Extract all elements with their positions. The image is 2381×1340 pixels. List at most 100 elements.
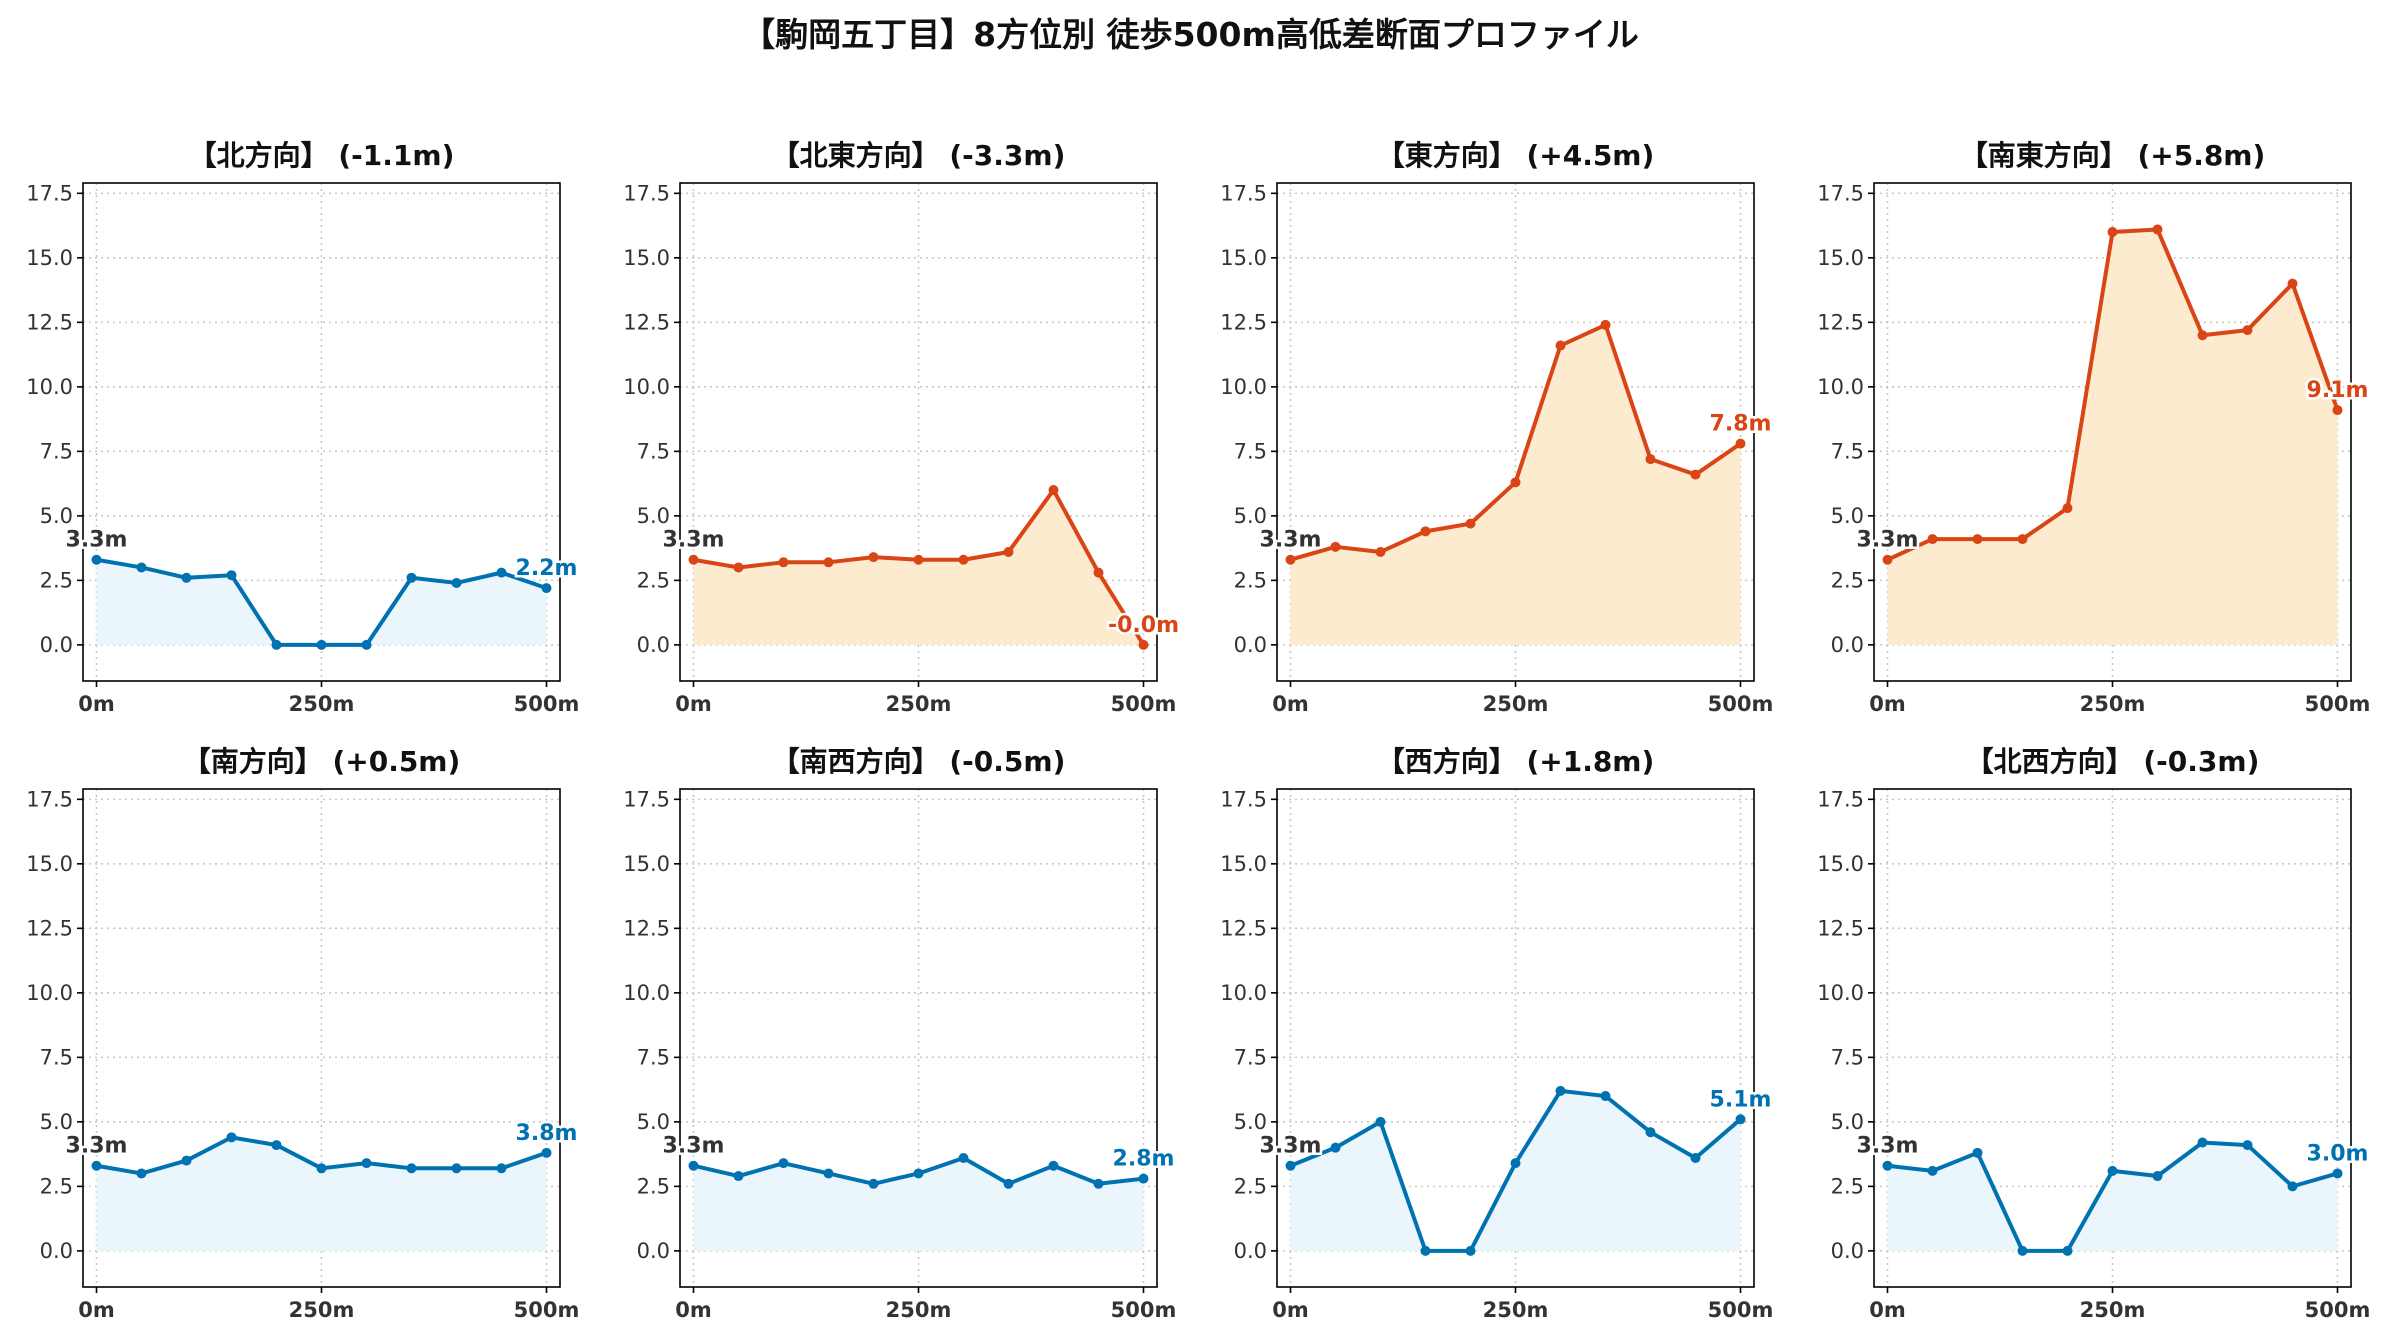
end-value-label: 3.0m [2307,1141,2369,1166]
data-point [1645,1127,1656,1138]
data-point [316,1163,327,1174]
y-tick-label: 15.0 [26,852,73,876]
data-point [1138,1173,1149,1184]
data-point [496,1163,507,1174]
data-point [316,639,327,650]
y-tick-label: 10.0 [623,981,670,1005]
x-tick-label: 250m [2080,1298,2146,1322]
x-tick-label: 0m [675,1298,712,1322]
data-point [2062,503,2073,514]
data-point [271,1140,282,1151]
panel-title: 【南方向】 (+0.5m) [183,745,461,778]
data-point [1465,518,1476,529]
data-point [1972,534,1983,545]
data-point [271,639,282,650]
elevation-area [1290,1090,1741,1251]
data-point [91,1160,102,1171]
data-point [1093,1178,1104,1189]
y-tick-label: 12.5 [1220,916,1267,940]
end-value-label: 5.1m [1710,1087,1772,1112]
data-point [1330,541,1341,552]
end-value-label: -0.0m [1108,613,1179,638]
y-tick-label: 17.5 [1817,787,1864,811]
x-tick-label: 250m [2080,692,2146,716]
y-tick-label: 17.5 [623,787,670,811]
y-tick-label: 7.5 [1234,439,1267,463]
x-tick-label: 250m [289,692,355,716]
data-point [361,639,372,650]
y-tick-label: 5.0 [40,1110,73,1134]
data-point [1375,1116,1386,1127]
data-point [868,552,879,563]
y-tick-label: 0.0 [1831,633,1864,657]
y-tick-label: 7.5 [637,439,670,463]
data-point [1927,534,1938,545]
y-tick-label: 15.0 [623,852,670,876]
data-point [1600,1091,1611,1102]
data-point [2107,227,2118,238]
data-point [1972,1147,1983,1158]
data-point [688,1160,699,1171]
panel-2: 0.0 2.5 5.0 7.5 10.0 12.5 15.0 17.5 0m 250m 500m 【東… [1220,139,1774,716]
data-point [1003,546,1014,557]
data-point [1003,1178,1014,1189]
y-tick-label: 5.0 [1234,1110,1267,1134]
x-tick-label: 250m [1483,1298,1549,1322]
y-tick-label: 2.5 [1831,568,1864,592]
data-point [1285,554,1296,565]
x-tick-label: 500m [2305,1298,2371,1322]
x-tick-label: 500m [1708,1298,1774,1322]
y-tick-label: 10.0 [1817,375,1864,399]
y-tick-label: 5.0 [40,504,73,528]
start-value-label: 3.3m [1260,528,1322,553]
data-point [1735,1114,1746,1125]
panel-title: 【西方向】 (+1.8m) [1377,745,1655,778]
data-point [778,557,789,568]
y-tick-label: 15.0 [26,246,73,270]
y-tick-label: 5.0 [1234,504,1267,528]
y-tick-label: 2.5 [1234,568,1267,592]
y-tick-label: 0.0 [1234,633,1267,657]
y-tick-label: 0.0 [637,1239,670,1263]
x-tick-label: 0m [1272,1298,1309,1322]
y-tick-label: 10.0 [26,375,73,399]
data-point [2332,405,2343,416]
data-point [2242,325,2253,336]
y-tick-label: 12.5 [26,916,73,940]
panel-title: 【北方向】 (-1.1m) [189,139,455,172]
data-point [778,1158,789,1169]
data-point [1600,319,1611,330]
start-value-label: 3.3m [66,1134,128,1159]
y-tick-label: 7.5 [40,1045,73,1069]
figure-title: 【駒岡五丁目】8方位別 徒歩500m高低差断面プロファイル [742,15,1639,54]
data-point [1690,469,1701,480]
data-point [2107,1165,2118,1176]
y-tick-label: 5.0 [1831,504,1864,528]
data-point [688,554,699,565]
data-point [2152,224,2163,235]
y-tick-label: 12.5 [1817,916,1864,940]
data-point [1420,526,1431,537]
elevation-area [693,490,1144,645]
data-point [1048,1160,1059,1171]
y-tick-label: 0.0 [40,1239,73,1263]
y-tick-label: 10.0 [623,375,670,399]
y-tick-label: 7.5 [637,1045,670,1069]
data-point [91,554,102,565]
y-tick-label: 2.5 [40,568,73,592]
x-tick-label: 0m [78,1298,115,1322]
data-point [1690,1152,1701,1163]
data-point [913,554,924,565]
y-tick-label: 17.5 [26,181,73,205]
data-point [361,1158,372,1169]
x-tick-label: 0m [1272,692,1309,716]
y-tick-label: 17.5 [1220,181,1267,205]
y-tick-label: 7.5 [1831,1045,1864,1069]
x-tick-label: 0m [675,692,712,716]
data-point [496,567,507,578]
data-point [2017,1245,2028,1256]
x-tick-label: 250m [289,1298,355,1322]
y-tick-label: 2.5 [637,568,670,592]
data-point [1510,477,1521,488]
